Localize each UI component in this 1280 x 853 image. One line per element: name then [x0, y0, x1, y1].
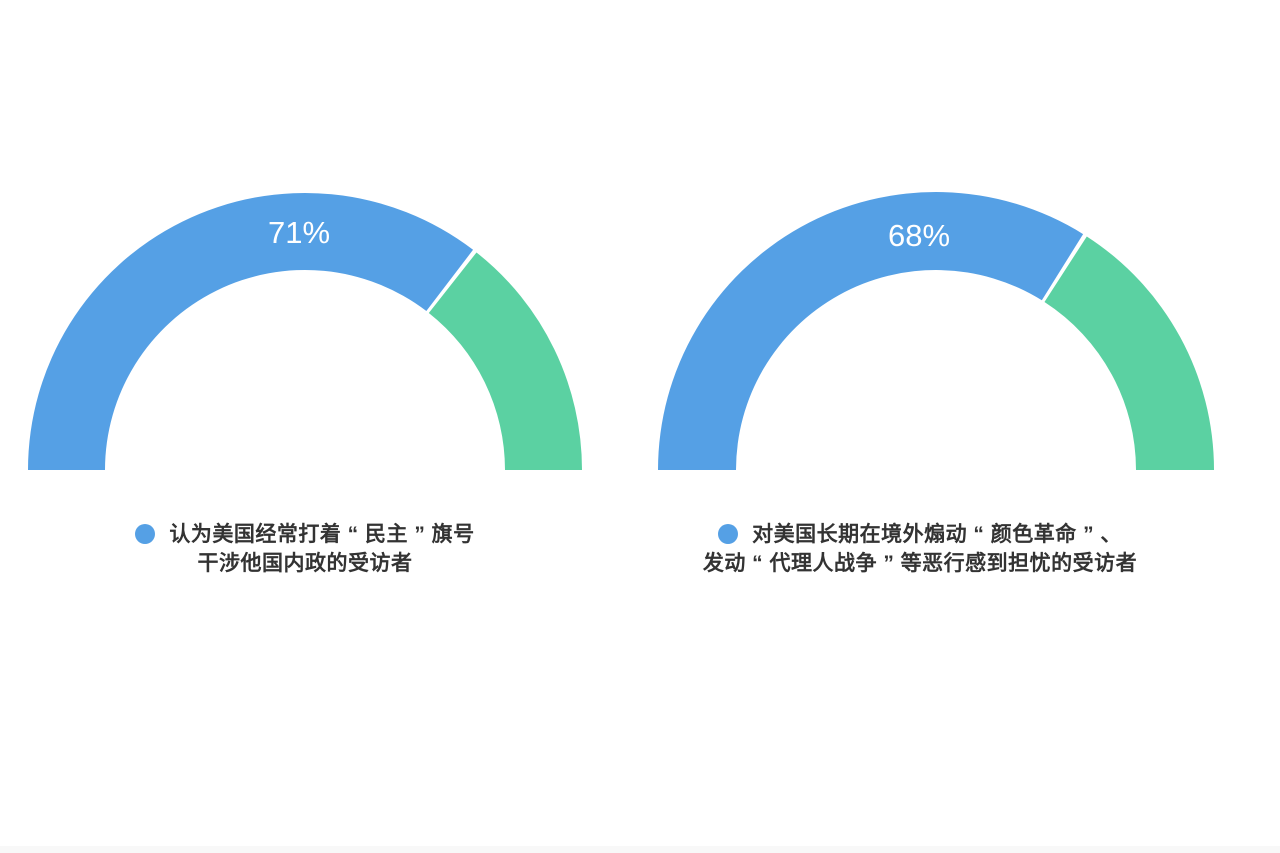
legend-right: 对美国长期在境外煽动 “ 颜色革命 ” 、 发动 “ 代理人战争 ” 等恶行感到…	[630, 520, 1210, 578]
gauge-right-value-arc	[658, 191, 1084, 470]
gauge-left-percent-label: 71%	[268, 215, 330, 250]
legend-right-line2-text: 发动 “ 代理人战争 ” 等恶行感到担忧的受访者	[702, 552, 1138, 575]
legend-dot-icon	[718, 524, 739, 544]
legend-left: 认为美国经常打着 “ 民主 ” 旗号 干涉他国内政的受访者	[10, 520, 600, 578]
bottom-edge-strip	[0, 846, 1280, 853]
legend-left-line1-text: 认为美国经常打着 “ 民主 ” 旗号	[169, 523, 475, 546]
gauge-left-remainder-arc	[428, 252, 582, 470]
gauge-right-remainder-arc	[1044, 236, 1214, 470]
legend-right-line1-text: 对美国长期在境外煽动 “ 颜色革命 ” 、	[752, 523, 1122, 546]
legend-right-line1: 对美国长期在境外煽动 “ 颜色革命 ” 、	[630, 520, 1210, 549]
gauge-right-percent-label: 68%	[888, 218, 950, 253]
legend-left-line2-text: 干涉他国内政的受访者	[197, 552, 413, 575]
legend-dot-icon	[135, 524, 156, 544]
legend-left-line1: 认为美国经常打着 “ 民主 ” 旗号	[10, 520, 600, 549]
gauge-left-value-arc	[28, 193, 474, 471]
gauge-right: 68%	[658, 191, 1214, 470]
gauge-left: 71%	[28, 193, 582, 471]
